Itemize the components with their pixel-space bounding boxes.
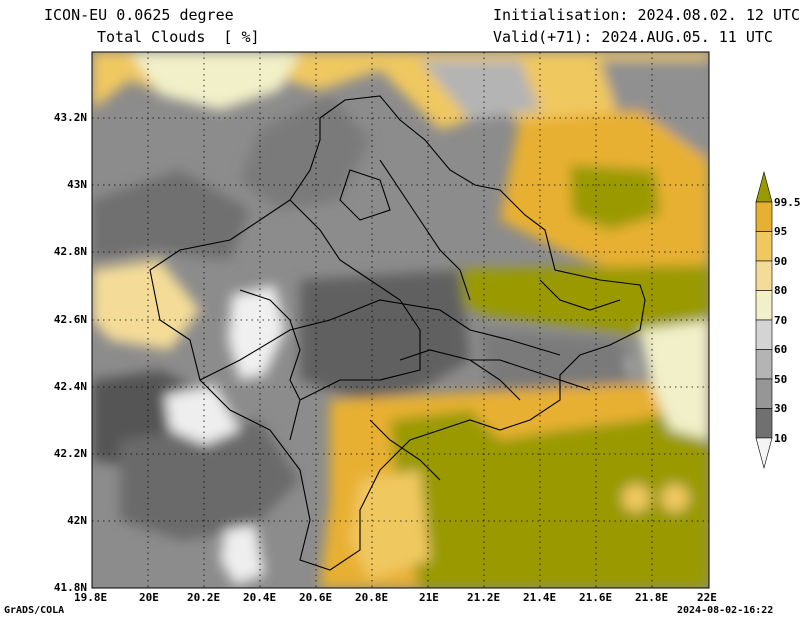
- lon-label: 20.6E: [299, 591, 333, 604]
- lon-label: 20.4E: [243, 591, 277, 604]
- graticule: [92, 52, 709, 588]
- lat-label: 41.8N: [53, 581, 87, 594]
- lat-label: 42.6N: [53, 313, 87, 326]
- legend-colorbar: [755, 170, 773, 470]
- legend-label: 10: [774, 432, 788, 445]
- plot-frame: [91, 51, 710, 589]
- legend-label: 70: [774, 314, 788, 327]
- legend-label: 99.5: [774, 196, 800, 209]
- lon-label: 22E: [697, 591, 717, 604]
- grads-credit: GrADS/COLA: [4, 605, 65, 616]
- lon-label: 20.2E: [187, 591, 221, 604]
- legend-label: 60: [774, 343, 788, 356]
- legend-label: 95: [774, 225, 788, 238]
- valid-time: Valid(+71): 2024.AUG.05. 11 UTC: [493, 28, 773, 46]
- lon-label: 21E: [419, 591, 439, 604]
- lat-label: 43.2N: [53, 111, 87, 124]
- init-time: Initialisation: 2024.08.02. 12 UTC: [493, 6, 800, 24]
- lon-label: 20E: [139, 591, 159, 604]
- lon-label: 20.8E: [355, 591, 389, 604]
- legend-label: 90: [774, 255, 788, 268]
- lon-label: 21.4E: [523, 591, 557, 604]
- lat-label: 43N: [67, 178, 87, 191]
- field-title: Total Clouds [ %]: [97, 28, 260, 46]
- legend-label: 50: [774, 373, 788, 386]
- legend-label: 80: [774, 284, 788, 297]
- legend-label: 30: [774, 402, 788, 415]
- lon-label: 21.2E: [467, 591, 501, 604]
- lat-label: 42.2N: [53, 447, 87, 460]
- render-timestamp: 2024-08-02-16:22: [677, 605, 774, 616]
- lon-label: 19.8E: [74, 591, 108, 604]
- model-title: ICON-EU 0.0625 degree: [44, 6, 234, 24]
- country-borders: [149, 95, 646, 571]
- lon-label: 21.6E: [579, 591, 613, 604]
- cloud-field: [92, 52, 709, 588]
- lat-label: 42.8N: [53, 245, 87, 258]
- lat-label: 42N: [67, 514, 87, 527]
- lon-label: 21.8E: [635, 591, 669, 604]
- lat-label: 42.4N: [53, 380, 87, 393]
